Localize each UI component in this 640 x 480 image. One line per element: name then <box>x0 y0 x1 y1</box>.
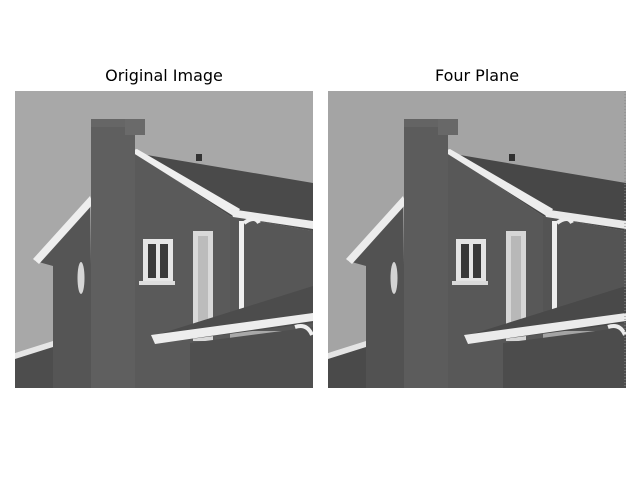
panel-title-original: Original Image <box>105 66 223 85</box>
original-image <box>15 91 313 388</box>
house-drawing <box>15 91 313 388</box>
panel-title-four-plane: Four Plane <box>434 66 520 85</box>
house-drawing-posterized <box>328 91 626 388</box>
four-plane-image <box>328 91 626 388</box>
